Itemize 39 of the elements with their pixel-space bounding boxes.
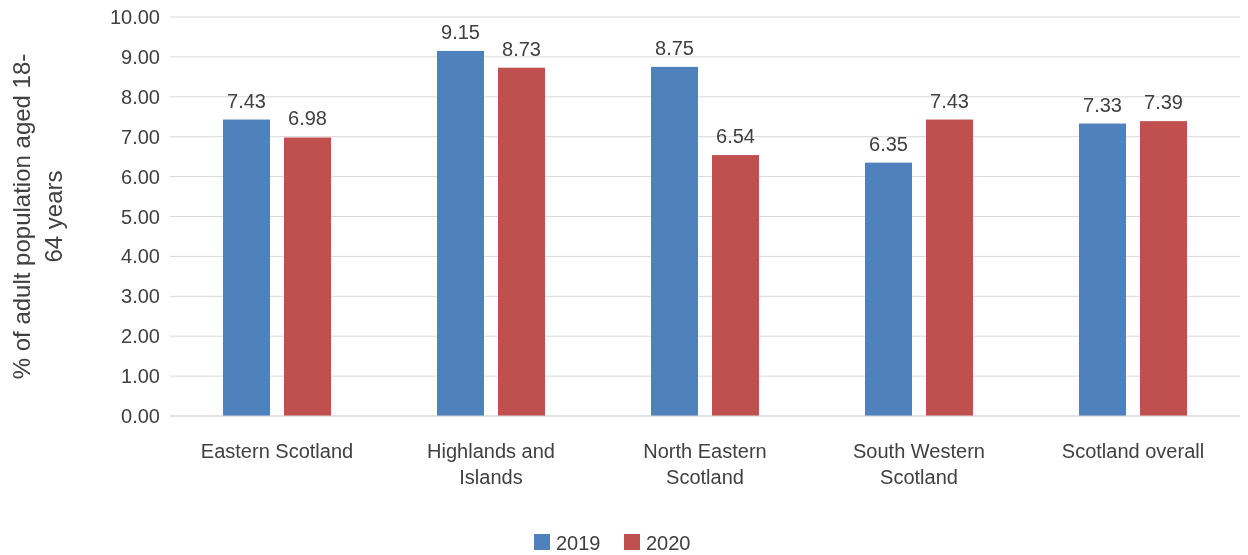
x-tick-label: North Eastern Scotland — [643, 440, 767, 488]
bar — [651, 66, 698, 416]
bar — [498, 67, 545, 416]
bar — [926, 119, 973, 416]
y-tick-label: 4.00 — [121, 245, 160, 268]
bar — [437, 50, 484, 416]
y-tick-label: 7.00 — [121, 125, 160, 148]
y-tick-label: 8.00 — [121, 85, 160, 108]
data-label: 8.73 — [502, 37, 541, 60]
x-tick-label: Scotland overall — [1061, 440, 1205, 462]
bar — [1140, 121, 1187, 416]
legend-label: 2020 — [646, 532, 691, 554]
data-label: 7.39 — [1144, 91, 1183, 114]
x-tick-label: Eastern Scotland — [200, 440, 354, 462]
bar — [284, 137, 331, 416]
data-label: 6.54 — [716, 125, 755, 148]
y-tick-label: 1.00 — [121, 365, 160, 388]
y-tick-label: 5.00 — [121, 205, 160, 228]
y-tick-label: 9.00 — [121, 45, 160, 68]
y-tick-label: 2.00 — [121, 325, 160, 348]
legend-label: 2019 — [556, 532, 601, 554]
y-tick-label: 0.00 — [121, 405, 160, 427]
y-tick-label: 10.00 — [109, 6, 160, 28]
x-tick-label: Highlands and Islands — [427, 440, 555, 488]
y-tick-label: 6.00 — [121, 165, 160, 188]
bar — [865, 162, 912, 416]
data-label: 7.43 — [227, 89, 266, 112]
data-label: 6.98 — [288, 107, 327, 130]
y-tick-label: 3.00 — [121, 285, 160, 308]
bar — [1079, 123, 1126, 416]
data-label: 9.15 — [441, 20, 480, 43]
bar — [223, 119, 270, 416]
data-label: 6.35 — [869, 132, 908, 155]
data-label: 7.33 — [1083, 93, 1122, 116]
data-label: 7.43 — [930, 89, 969, 112]
y-axis-title: % of adult population aged 18-64 years — [8, 53, 67, 380]
bar — [712, 155, 759, 416]
x-tick-label: South Western Scotland — [853, 440, 985, 488]
data-label: 8.75 — [655, 36, 694, 59]
